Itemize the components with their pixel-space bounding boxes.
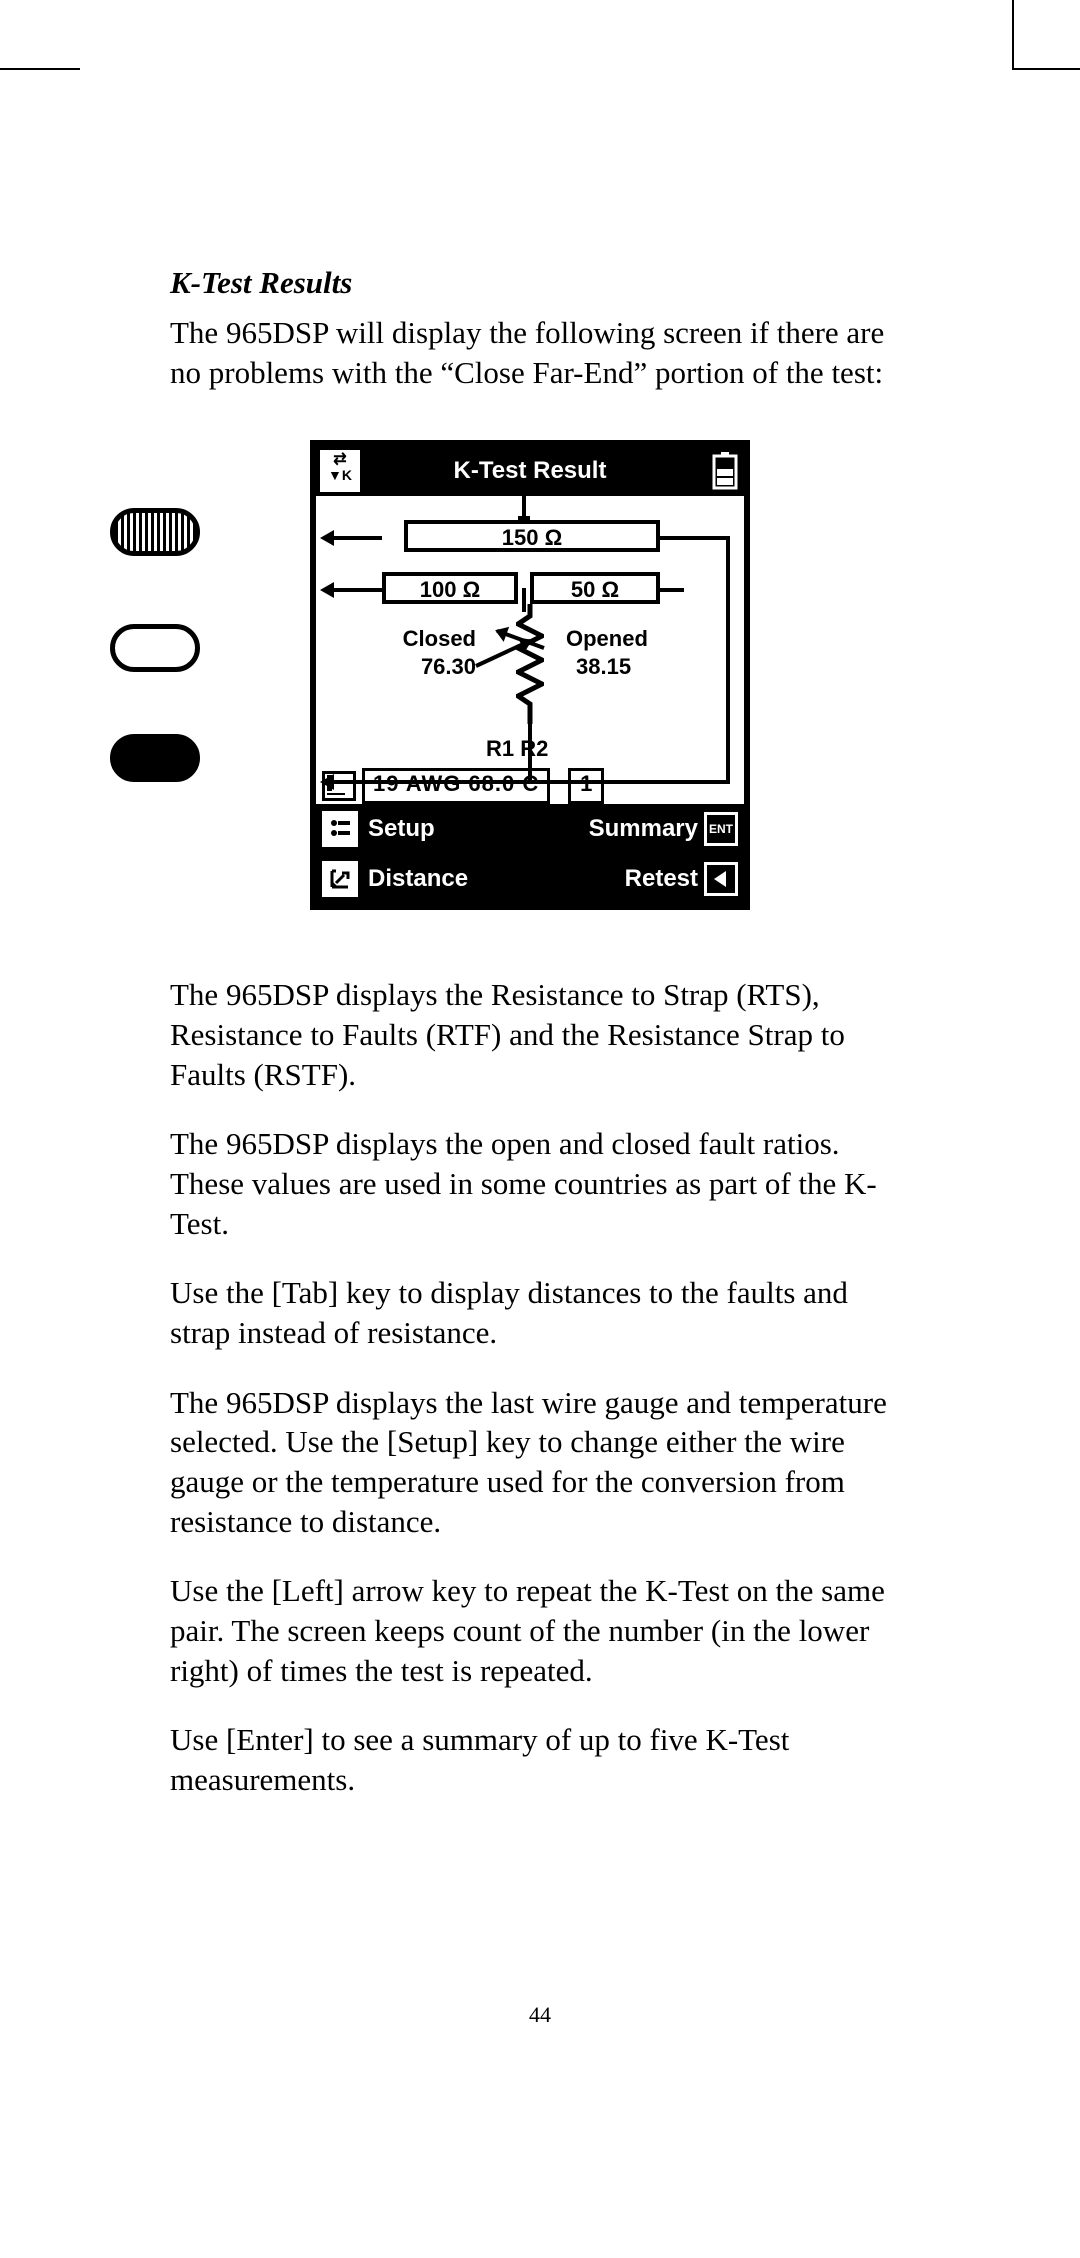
- screen-body: 150 Ω 100 Ω 50 Ω Closed 76.30 Opened 38.…: [316, 496, 744, 804]
- menu-setup-icon: [322, 811, 358, 847]
- menu-distance-icon: [322, 861, 358, 897]
- crop-mark: [1012, 68, 1080, 70]
- menu-bar: Setup Summary ENT: [316, 804, 744, 904]
- setup-icon: [322, 771, 356, 801]
- rstf-value: 50 Ω: [530, 572, 660, 604]
- enter-key-icon: ENT: [704, 812, 738, 846]
- body-paragraph: The 965DSP displays the last wire gauge …: [170, 1383, 890, 1542]
- menu-setup-label: Setup: [368, 815, 435, 843]
- indicator-pill-hatched: [110, 508, 200, 556]
- test-count: 1: [568, 768, 604, 804]
- page: K-Test Results The 965DSP will display t…: [0, 0, 1080, 2258]
- battery-icon: [712, 452, 738, 490]
- indicator-pill-solid: [110, 734, 200, 782]
- intro-paragraph: The 965DSP will display the following sc…: [170, 313, 890, 392]
- closed-label: Closed: [366, 626, 476, 652]
- menu-distance-label: Distance: [368, 865, 468, 893]
- screen-title-bar: ⇄ ▼K K-Test Result: [316, 446, 744, 496]
- body-paragraph: Use the [Tab] key to display distances t…: [170, 1273, 890, 1352]
- indicator-pill-open: [110, 624, 200, 672]
- rtf-value: 100 Ω: [382, 572, 518, 604]
- content-column: K-Test Results The 965DSP will display t…: [170, 265, 890, 1830]
- left-arrow-key-icon: [704, 862, 738, 896]
- enter-badge-text: ENT: [709, 822, 733, 836]
- lcd-screen: ⇄ ▼K K-Test Result: [310, 440, 750, 910]
- r1r2-label: R1 R2: [486, 736, 548, 762]
- body-paragraph: Use the [Left] arrow key to repeat the K…: [170, 1571, 890, 1690]
- arrow-icon: [332, 536, 382, 540]
- arrow-icon: [332, 588, 382, 592]
- crop-mark: [1012, 0, 1014, 68]
- opened-value: 38.15: [576, 654, 631, 680]
- body-paragraph: The 965DSP displays the open and closed …: [170, 1124, 890, 1243]
- mode-icon: ⇄ ▼K: [320, 450, 360, 492]
- body-paragraph: The 965DSP displays the Resistance to St…: [170, 975, 890, 1094]
- opened-label: Opened: [566, 626, 648, 652]
- screen-title: K-Test Result: [454, 457, 607, 485]
- menu-summary-label: Summary: [589, 815, 698, 843]
- page-number: 44: [0, 2002, 1080, 2028]
- info-bar: 19 AWG 68.0 C 1: [316, 768, 744, 804]
- section-title: K-Test Results: [170, 265, 890, 301]
- rts-value: 150 Ω: [404, 520, 660, 552]
- body-paragraph: Use [Enter] to see a summary of up to fi…: [170, 1720, 890, 1799]
- crop-mark: [0, 68, 80, 70]
- awg-temp-value: 19 AWG 68.0 C: [362, 768, 550, 804]
- closed-value: 76.30: [366, 654, 476, 680]
- resistor-icon: [516, 604, 544, 724]
- menu-retest-label: Retest: [625, 865, 698, 893]
- device-figure: ⇄ ▼K K-Test Result: [170, 440, 890, 915]
